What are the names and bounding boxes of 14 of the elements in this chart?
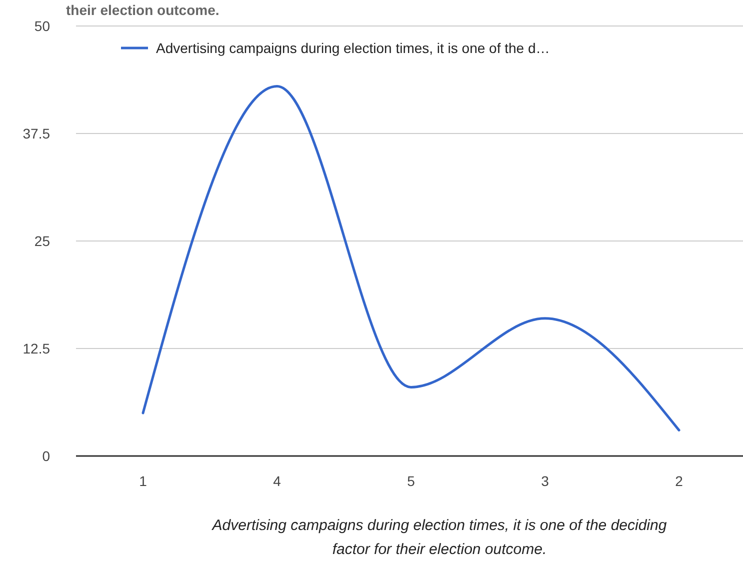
y-tick-label: 37.5 <box>22 126 50 142</box>
y-tick-label: 25 <box>34 233 50 249</box>
x-tick-label: 4 <box>273 473 282 489</box>
x-axis-title: Advertising campaigns during election times, it is one of the deciding factor for their election outcome. <box>211 517 668 558</box>
legend-label: Advertising campaigns during election times, it is one of the d… <box>156 40 550 56</box>
x-tick-label: 3 <box>541 473 550 489</box>
x-tick-label: 1 <box>139 473 148 489</box>
y-tick-label: 50 <box>34 18 50 34</box>
chart-title: their election outcome. <box>66 2 220 18</box>
x-tick-label: 5 <box>407 473 416 489</box>
y-tick-label: 0 <box>42 448 50 464</box>
y-tick-label: 12.5 <box>22 340 50 356</box>
x-tick-label: 2 <box>675 473 684 489</box>
line-series <box>142 84 680 432</box>
